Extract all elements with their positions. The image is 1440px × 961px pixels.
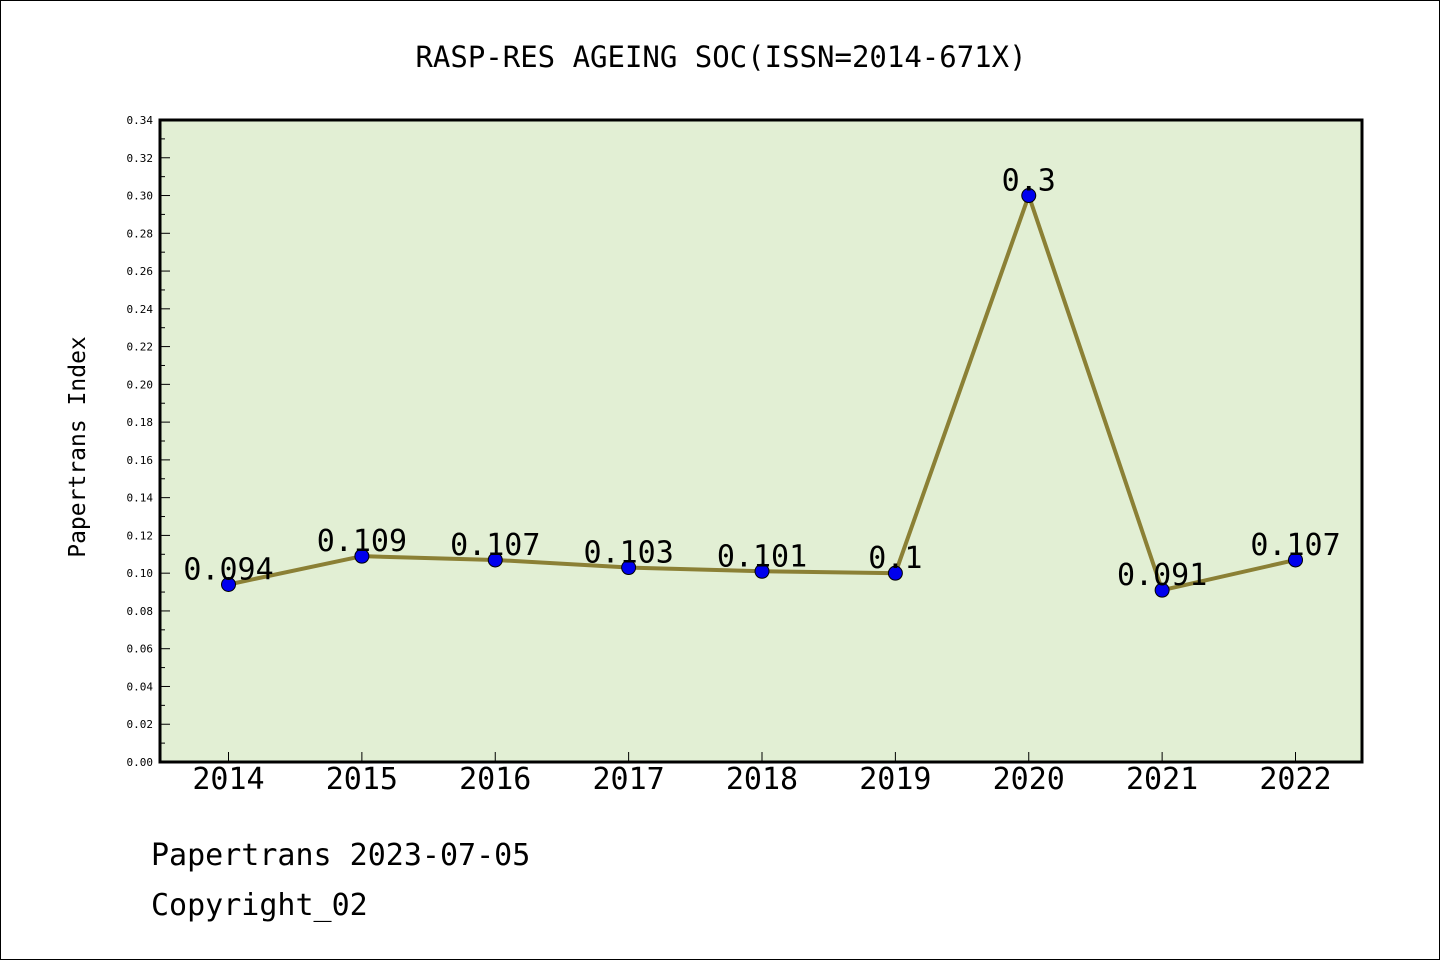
data-point: [621, 560, 637, 576]
data-point: [221, 577, 236, 593]
y-tick-label: 0.08: [127, 605, 154, 618]
y-axis: 0.00 0.02 0.04 0.06 0.08 0.10 0.12 0.14 0.16 0.18…: [127, 114, 170, 769]
y-tick-label: 0.12: [127, 529, 154, 542]
y-tick-label: 0.06: [127, 643, 154, 656]
data-label: 0.107: [450, 528, 540, 563]
y-tick-label: 0.20: [127, 378, 154, 391]
x-tick-label: 2016: [459, 762, 531, 797]
x-tick-label: 2014: [192, 762, 264, 797]
y-tick-label: 0.02: [127, 718, 154, 731]
x-tick-label: 2020: [993, 762, 1065, 797]
y-tick-label: 0.34: [127, 114, 154, 127]
y-tick-label: 0.00: [127, 756, 154, 769]
data-point: [354, 548, 370, 564]
data-label: 0.109: [317, 524, 407, 559]
x-tick-label: 2017: [593, 762, 665, 797]
chart-title: RASP-RES AGEING SOC(ISSN=2014-671X): [415, 40, 1026, 74]
y-tick-label: 0.10: [127, 567, 154, 580]
data-point: [1154, 582, 1170, 598]
y-tick-label: 0.24: [127, 303, 154, 316]
x-tick-label: 2019: [859, 762, 931, 797]
data-point: [754, 563, 770, 579]
x-tick-label: 2015: [326, 762, 398, 797]
plot-area: [158, 118, 1364, 764]
y-tick-label: 0.16: [127, 454, 154, 467]
data-point: [1021, 188, 1037, 204]
data-label: 0.107: [1250, 528, 1340, 563]
data-label: 0.1: [868, 541, 922, 576]
footer-copyright: Copyright_02: [151, 888, 368, 923]
data-point: [887, 565, 903, 581]
data-label: 0.094: [183, 553, 273, 588]
x-tick-label: 2021: [1126, 762, 1198, 797]
data-label: 0.3: [1002, 164, 1056, 199]
y-tick-label: 0.04: [127, 680, 154, 693]
x-tick-label: 2022: [1259, 762, 1331, 797]
y-tick-label: 0.30: [127, 190, 154, 203]
x-tick-label: 2018: [726, 762, 798, 797]
data-point: [487, 552, 503, 568]
x-axis: 2014 2015 2016 2017 2018 2019 2020 2021 2022: [192, 752, 1332, 797]
y-tick-label: 0.26: [127, 265, 154, 278]
y-tick-label: 0.28: [127, 227, 154, 240]
series: 0.094 0.109 0.107 0.103 0.101 0.1 0.3 0.091 0.10…: [183, 164, 1341, 598]
y-tick-label: 0.32: [127, 152, 154, 165]
data-label: 0.103: [583, 536, 673, 571]
y-tick-label: 0.18: [127, 416, 154, 429]
footer-date: Papertrans 2023-07-05: [151, 838, 530, 873]
data-point: [1288, 552, 1303, 568]
data-label: 0.091: [1117, 558, 1207, 593]
y-tick-label: 0.22: [127, 341, 154, 354]
y-tick-label: 0.14: [127, 492, 154, 505]
data-label: 0.101: [717, 539, 807, 574]
y-axis-label: Papertrans Index: [65, 336, 91, 558]
